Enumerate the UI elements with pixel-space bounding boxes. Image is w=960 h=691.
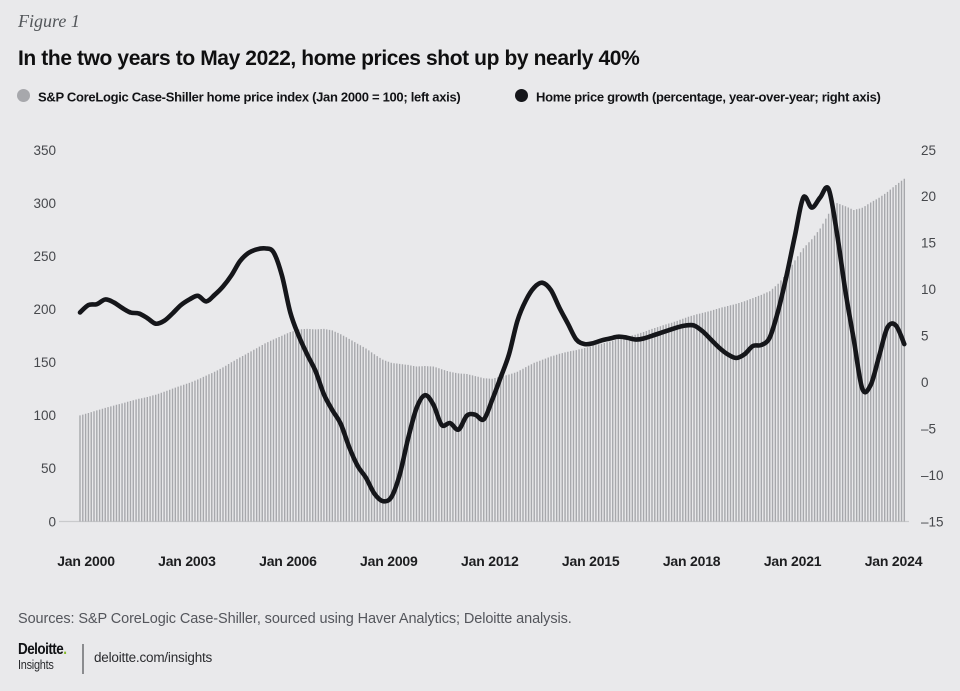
legend-item-index: S&P CoreLogic Case-Shiller home price in… <box>17 88 461 108</box>
legend-item-growth-label: Home price growth (percentage, year-over… <box>536 89 881 105</box>
right-axis-tick-label: –10 <box>921 468 944 483</box>
brand-block: Deloitte. Insights <box>18 641 67 672</box>
x-axis-tick-label: Jan 2000 <box>57 553 115 569</box>
source-note: Sources: S&P CoreLogic Case-Shiller, sou… <box>18 611 572 627</box>
brand-sub-label: Insights <box>18 657 54 672</box>
left-axis-tick-label: 100 <box>33 408 56 423</box>
x-axis-tick-label: Jan 2006 <box>259 553 317 569</box>
x-axis-tick-label: Jan 2015 <box>562 553 620 569</box>
x-axis-tick-label: Jan 2018 <box>663 553 721 569</box>
index-bars-series <box>79 178 906 522</box>
right-axis-tick-label: 15 <box>921 236 936 251</box>
left-axis-tick-label: 150 <box>33 355 56 370</box>
growth-line-series <box>77 185 907 504</box>
growth-series-swatch-icon <box>515 89 528 103</box>
left-axis-tick-label: 0 <box>48 514 56 529</box>
x-axis-tick-label: Jan 2021 <box>764 553 822 569</box>
index-series-swatch-icon <box>17 89 30 103</box>
brand-wordmark: Deloitte. <box>18 641 67 658</box>
chart-legend: S&P CoreLogic Case-Shiller home price in… <box>0 88 960 108</box>
right-axis-tick-label: 5 <box>921 329 929 344</box>
right-axis-tick-label: –5 <box>921 421 936 436</box>
x-axis-tick-label: Jan 2009 <box>360 553 418 569</box>
figure-label: Figure 1 <box>18 11 80 31</box>
right-axis-tick-label: 20 <box>921 189 936 204</box>
legend-item-index-label: S&P CoreLogic Case-Shiller home price in… <box>38 89 461 105</box>
brand-green-dot-icon: . <box>63 641 67 658</box>
left-axis-tick-label: 50 <box>41 461 56 476</box>
left-axis-tick-label: 350 <box>33 143 56 158</box>
right-axis-tick-label: 25 <box>921 143 936 158</box>
x-axis-tick-label: Jan 2003 <box>158 553 216 569</box>
footer-url: deloitte.com/insights <box>94 650 213 665</box>
left-axis-tick-label: 200 <box>33 302 56 317</box>
right-axis-tick-label: 10 <box>921 282 936 297</box>
x-axis-tick-label: Jan 2024 <box>865 553 923 569</box>
right-axis-tick-label: –15 <box>921 514 944 529</box>
left-axis-tick-label: 300 <box>33 196 56 211</box>
left-axis-tick-label: 250 <box>33 249 56 264</box>
x-axis-tick-label: Jan 2012 <box>461 553 519 569</box>
legend-item-growth: Home price growth (percentage, year-over… <box>515 88 881 108</box>
footer-divider <box>82 644 84 674</box>
figure-title: In the two years to May 2022, home price… <box>18 47 640 70</box>
right-axis-tick-label: 0 <box>921 375 929 390</box>
brand-name: Deloitte <box>18 641 64 658</box>
